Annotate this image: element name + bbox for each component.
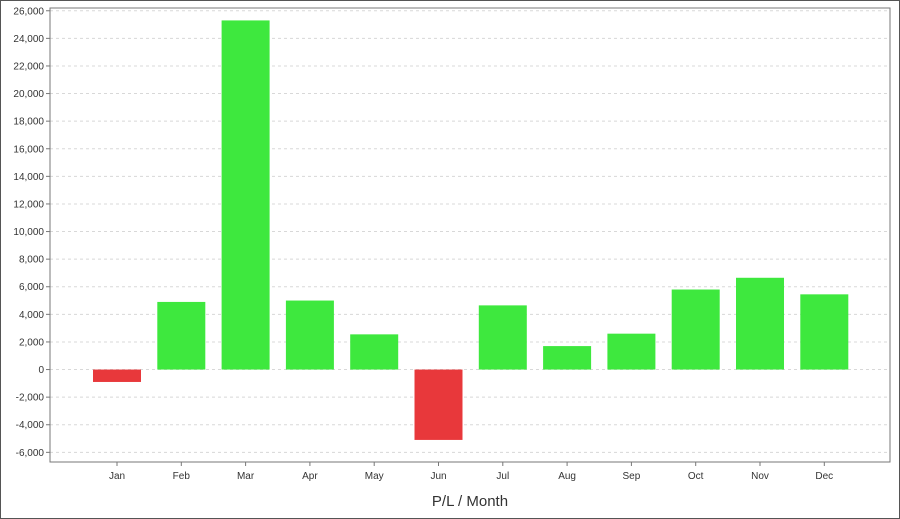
x-tick-label-feb: Feb [173,471,191,482]
x-tick-label-jul: Jul [496,471,509,482]
y-tick-label: 24,000 [13,34,44,45]
y-tick-label: 16,000 [13,144,44,155]
bar-dec [800,294,849,370]
y-tick-label: -4,000 [16,420,45,431]
bar-apr [285,300,334,370]
y-tick-label: 20,000 [13,89,44,100]
x-tick-label-apr: Apr [302,471,318,482]
bars [93,20,849,440]
y-tick-label: -2,000 [16,393,45,404]
bar-feb [157,301,206,370]
y-tick-label: 18,000 [13,117,44,128]
y-tick-label: 10,000 [13,227,44,238]
plot-area-border [49,7,891,463]
y-tick-label: 14,000 [13,172,44,183]
bar-jun [414,369,463,440]
grid-lines [50,10,890,453]
x-tick-label-nov: Nov [751,471,769,482]
y-tick-label: 26,000 [13,6,44,17]
x-tick-label-may: May [365,471,384,482]
y-tick-label: 6,000 [19,282,44,293]
bar-sep [607,333,656,370]
x-tick-label-aug: Aug [558,471,576,482]
bar-jan [93,369,141,382]
x-axis-label: P/L / Month [432,493,508,510]
x-tick-label-sep: Sep [623,471,641,482]
x-tick-label-oct: Oct [688,471,704,482]
x-tick-labels: Jan Feb Mar Apr May Jun Jul Aug Sep Oct Nov Dec [109,462,833,482]
bar-aug [543,346,592,370]
y-tick-label: 22,000 [13,61,44,72]
bar-nov [736,277,784,370]
bar-oct [671,289,720,370]
y-tick-label: 0 [38,365,44,376]
bar-may [350,334,399,370]
bar-mar [221,20,270,370]
x-tick-label-jan: Jan [109,471,125,482]
axes [49,7,891,463]
y-tick-label: 12,000 [13,199,44,210]
y-tick-label: 8,000 [19,255,44,266]
y-tick-label: 2,000 [19,337,44,348]
x-tick-label-dec: Dec [815,471,833,482]
x-tick-label-jun: Jun [430,471,446,482]
y-tick-label: 4,000 [19,310,44,321]
y-tick-label: -6,000 [16,448,45,459]
bar-jul [478,305,527,370]
y-tick-labels: 26,000 24,000 22,000 20,000 18,000 16,000 14,0… [13,6,50,459]
x-tick-label-mar: Mar [237,471,255,482]
